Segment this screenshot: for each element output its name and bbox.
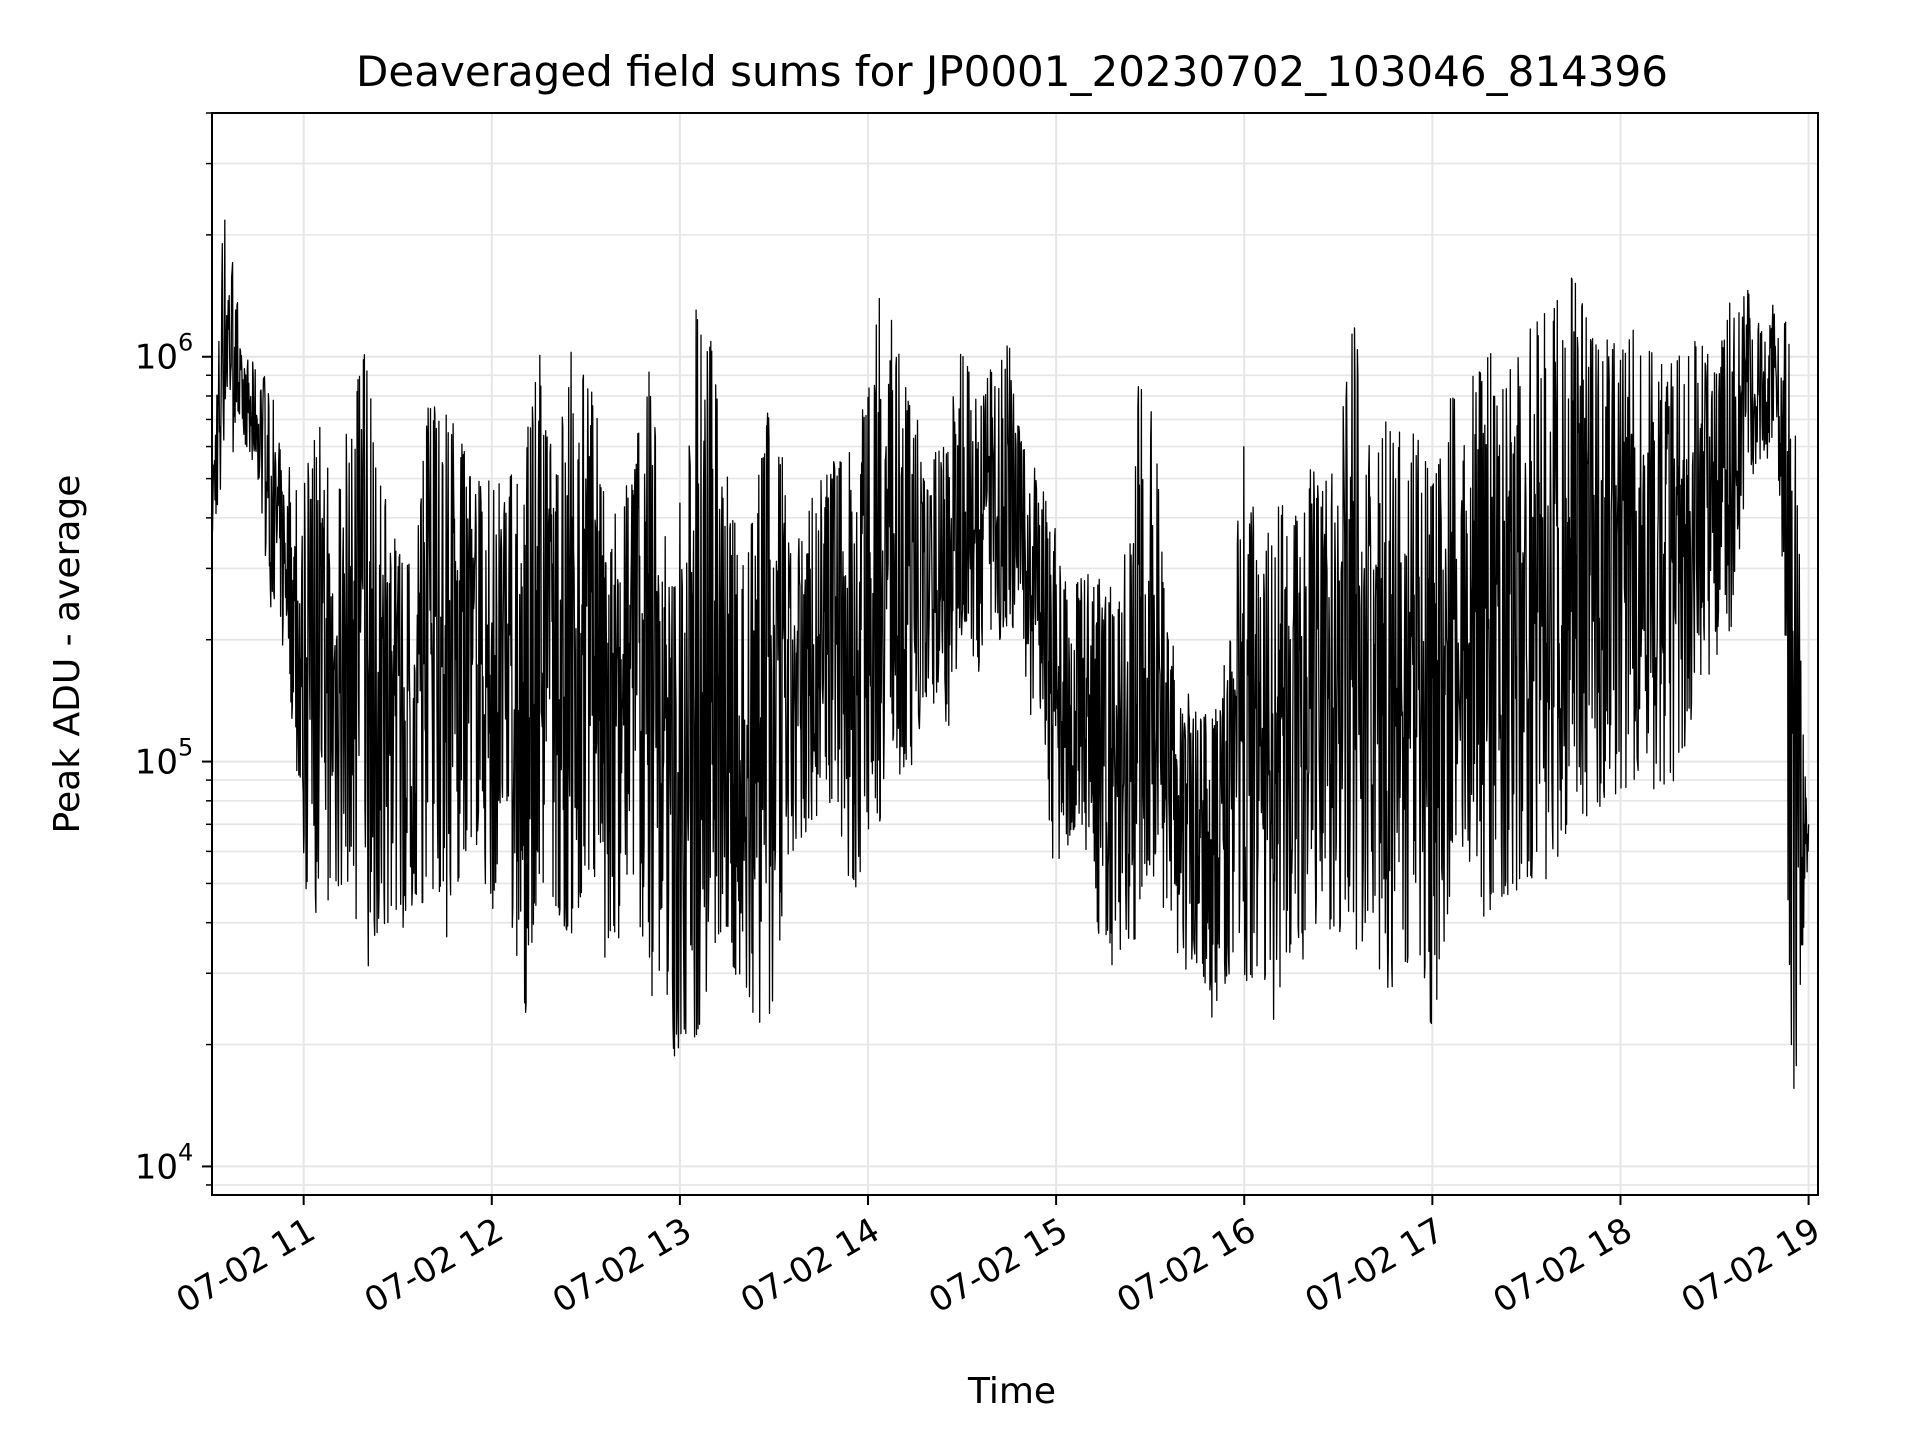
x-tick-label: 07-02 11 (170, 1210, 322, 1321)
y-tick-label: 10 (135, 338, 178, 378)
plot-area-frame (211, 112, 1819, 1196)
x-tick-label: 07-02 17 (1298, 1210, 1450, 1321)
x-tick-label: 07-02 13 (546, 1210, 698, 1321)
y-tick-exponent: 4 (178, 1138, 193, 1166)
y-tick-exponent: 5 (178, 734, 193, 762)
x-axis-label: Time (967, 1371, 1056, 1412)
x-tick-label: 07-02 16 (1110, 1210, 1262, 1321)
y-axis-label: Peak ADU - average (47, 475, 88, 834)
x-tick-label: 07-02 18 (1487, 1210, 1639, 1321)
y-tick-label: 10 (135, 743, 178, 783)
x-axis: 07-02 11 07-02 12 07-02 13 07-02 14 07-02 15… (170, 1195, 1827, 1321)
chart-title: Deaveraged field sums for JP0001_2023070… (356, 47, 1668, 96)
y-tick-exponent: 6 (178, 329, 193, 357)
x-tick-label: 07-02 15 (922, 1210, 1074, 1321)
x-tick-label: 07-02 12 (358, 1210, 510, 1321)
series-line (211, 219, 1810, 1090)
y-tick-label: 10 (135, 1147, 178, 1187)
x-tick-label: 07-02 19 (1675, 1210, 1827, 1321)
x-tick-label: 07-02 14 (734, 1210, 886, 1321)
